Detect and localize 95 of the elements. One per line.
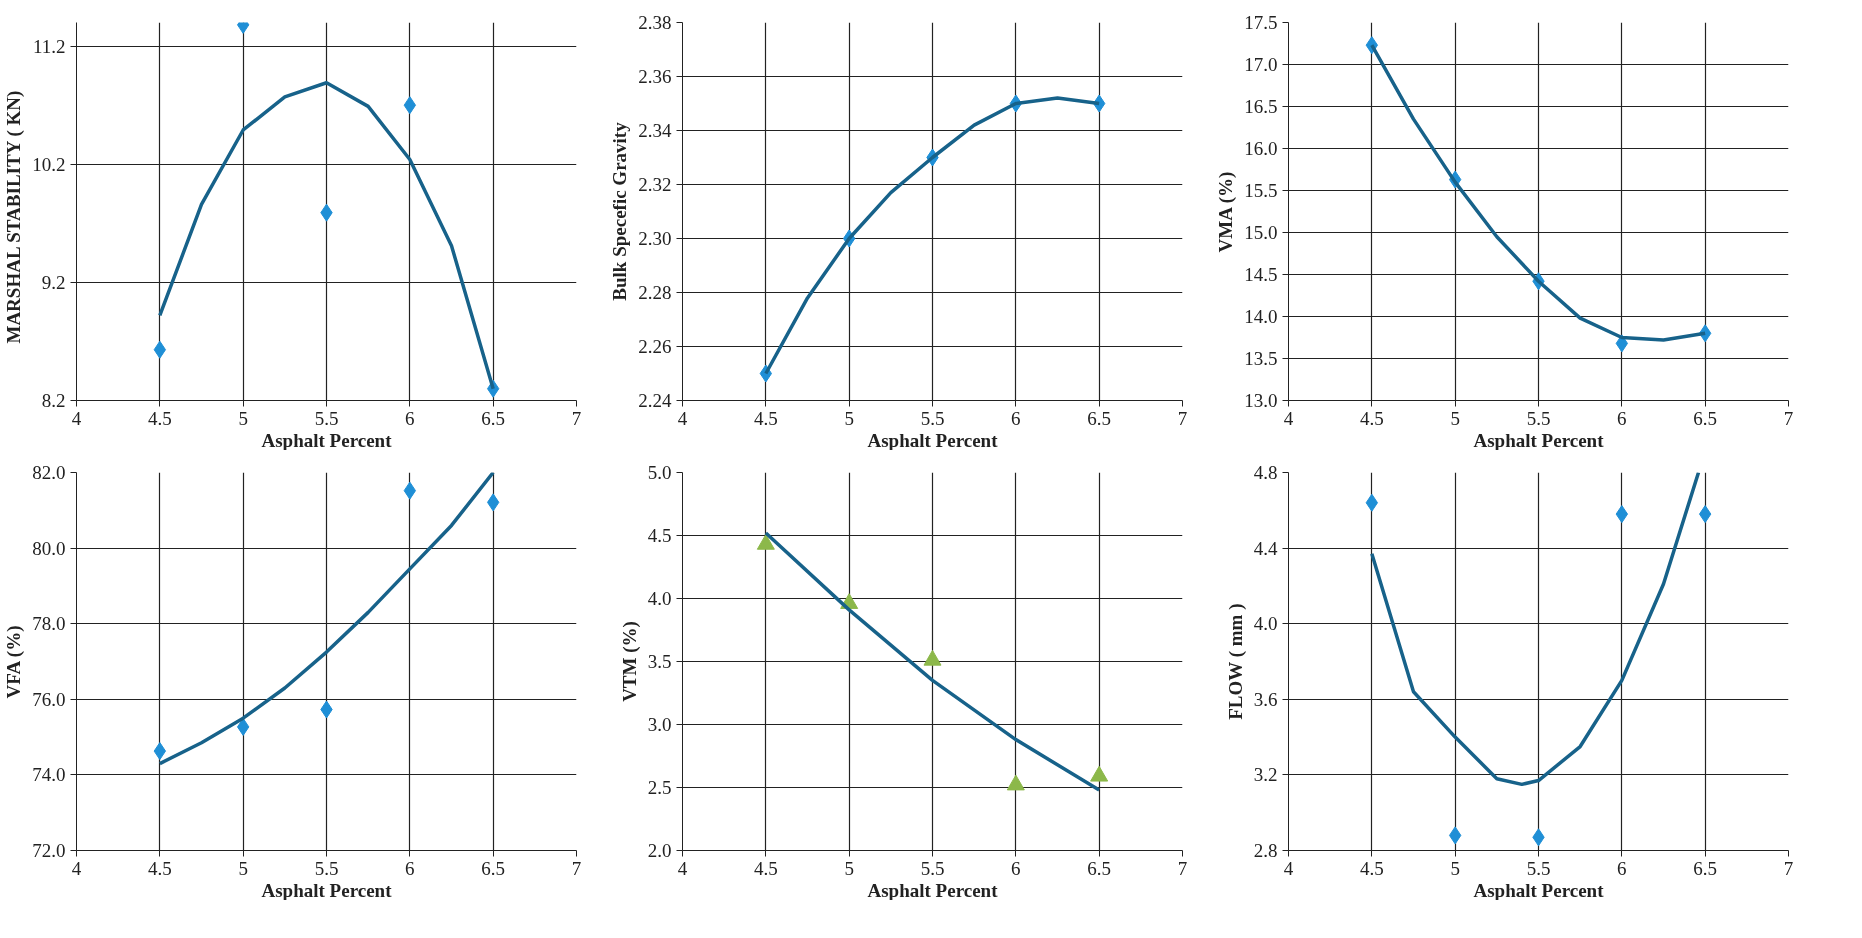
y-tick-label: 10.2 [32, 153, 66, 175]
x-tick-label: 7 [1177, 857, 1188, 879]
x-tick-label: 5.5 [314, 407, 339, 429]
x-tick-label: 5 [1450, 857, 1460, 879]
x-tick-label: 4 [677, 857, 688, 879]
y-axis-title: VFA (%) [3, 625, 26, 699]
y-tick-label: 5.0 [647, 462, 672, 483]
x-tick-label: 6 [1617, 407, 1627, 429]
y-tick-label: 2.0 [647, 840, 672, 861]
x-tick-label: 5.5 [920, 407, 945, 429]
x-tick-label: 5.5 [314, 857, 339, 879]
y-tick-label: 74.0 [32, 764, 66, 786]
x-axis-title: Asphalt Percent [261, 879, 393, 901]
y-tick-label: 8.2 [41, 390, 66, 411]
y-tick-label: 4.0 [647, 588, 672, 609]
y-tick-label: 2.38 [638, 12, 672, 33]
x-tick-label: 6.5 [481, 407, 506, 429]
x-tick-label: 4.5 [147, 407, 172, 429]
y-axis-title: VMA (%) [1215, 171, 1238, 253]
y-tick-label: 82.0 [32, 462, 66, 483]
x-axis-title: Asphalt Percent [867, 429, 999, 451]
x-tick-label: 5 [1450, 407, 1460, 429]
x-tick-label: 6.5 [1693, 407, 1718, 429]
x-tick-label: 6.5 [1087, 857, 1112, 879]
y-tick-label: 2.24 [638, 390, 672, 411]
x-tick-label: 4 [71, 407, 82, 429]
y-tick-label: 4.8 [1253, 462, 1278, 483]
x-tick-label: 6.5 [1693, 857, 1718, 879]
x-tick-label: 4.5 [753, 857, 778, 879]
x-tick-label: 4 [71, 857, 82, 879]
y-tick-label: 2.34 [638, 120, 672, 141]
x-tick-label: 7 [571, 407, 582, 429]
x-tick-label: 6.5 [481, 857, 506, 879]
x-tick-label: 6.5 [1087, 407, 1112, 429]
x-tick-label: 6 [405, 857, 415, 879]
x-tick-label: 5 [844, 407, 854, 429]
y-tick-label: 2.26 [638, 336, 672, 357]
y-tick-label: 14.5 [1244, 264, 1278, 285]
x-tick-label: 7 [1177, 407, 1188, 429]
y-tick-label: 2.36 [638, 66, 672, 87]
y-tick-label: 3.0 [647, 714, 672, 735]
y-axis-title: MARSHAL STABILITY ( KN) [3, 90, 26, 344]
y-tick-label: 11.2 [32, 35, 66, 57]
x-tick-label: 7 [1783, 857, 1794, 879]
y-tick-label: 14.0 [1244, 306, 1278, 327]
y-tick-label: 13.5 [1244, 348, 1278, 369]
x-tick-label: 6 [1011, 407, 1021, 429]
y-tick-label: 2.5 [647, 777, 672, 798]
y-tick-label: 2.28 [638, 282, 672, 303]
x-axis-title: Asphalt Percent [1473, 879, 1605, 901]
x-tick-label: 5 [238, 407, 248, 429]
y-tick-label: 2.32 [638, 174, 672, 195]
x-tick-label: 5 [238, 857, 248, 879]
y-tick-label: 2.30 [638, 228, 672, 249]
x-tick-label: 5.5 [1526, 857, 1551, 879]
y-tick-label: 3.5 [647, 651, 672, 672]
x-tick-label: 4 [1283, 407, 1294, 429]
x-tick-label: 5.5 [920, 857, 945, 879]
y-tick-label: 72.0 [32, 840, 66, 861]
x-tick-label: 6 [1617, 857, 1627, 879]
y-tick-label: 13.0 [1244, 390, 1278, 411]
y-axis-title: VTM (%) [618, 621, 641, 702]
y-tick-label: 4.5 [647, 525, 672, 546]
x-axis-title: Asphalt Percent [867, 879, 999, 901]
y-tick-label: 15.5 [1244, 180, 1278, 201]
x-tick-label: 4 [1283, 857, 1294, 879]
x-axis-title: Asphalt Percent [261, 429, 393, 451]
x-tick-label: 6 [405, 407, 415, 429]
y-tick-label: 16.5 [1244, 96, 1278, 117]
y-tick-label: 17.0 [1244, 54, 1278, 75]
x-tick-label: 4.5 [147, 857, 172, 879]
y-tick-label: 17.5 [1244, 12, 1278, 33]
y-tick-label: 3.2 [1253, 764, 1278, 786]
y-tick-label: 16.0 [1244, 138, 1278, 159]
x-tick-label: 4.5 [753, 407, 778, 429]
y-axis-title: Bulk Specefic Gravity [609, 121, 631, 301]
x-tick-label: 4.5 [1359, 857, 1384, 879]
x-tick-label: 4.5 [1359, 407, 1384, 429]
x-tick-label: 5.5 [1526, 407, 1551, 429]
y-tick-label: 9.2 [41, 271, 66, 293]
x-tick-label: 7 [1783, 407, 1794, 429]
y-tick-label: 4.4 [1253, 537, 1278, 559]
x-tick-label: 7 [571, 857, 582, 879]
x-tick-label: 4 [677, 407, 688, 429]
x-tick-label: 6 [1011, 857, 1021, 879]
y-tick-label: 76.0 [32, 688, 66, 710]
y-axis-title: FLOW ( mm ) [1224, 603, 1247, 720]
y-tick-label: 80.0 [32, 537, 66, 559]
y-tick-label: 3.6 [1253, 688, 1278, 710]
y-tick-label: 2.8 [1253, 840, 1278, 861]
x-axis-title: Asphalt Percent [1473, 429, 1605, 451]
y-tick-label: 15.0 [1244, 222, 1278, 243]
y-tick-label: 78.0 [32, 613, 66, 635]
y-tick-label: 4.0 [1253, 613, 1278, 635]
x-tick-label: 5 [844, 857, 854, 879]
